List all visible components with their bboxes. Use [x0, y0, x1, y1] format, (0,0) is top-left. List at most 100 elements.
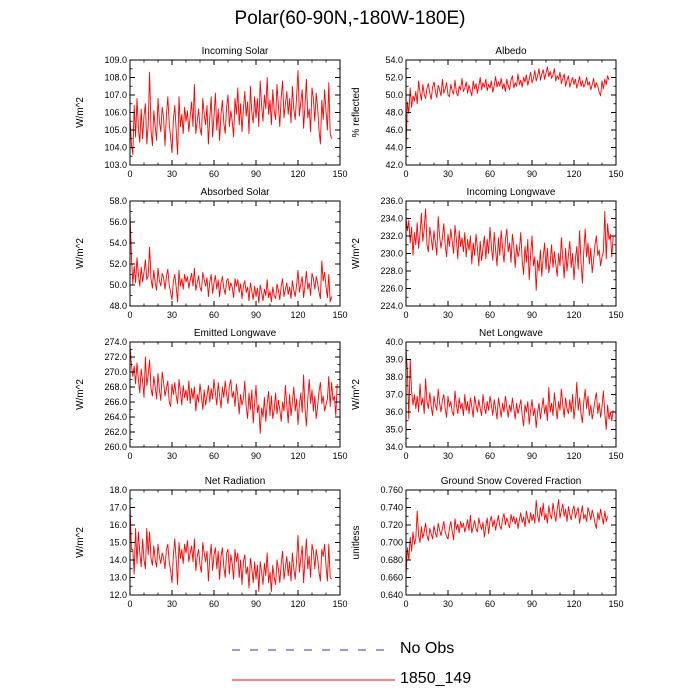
y-tick-label: 35.0: [385, 425, 403, 435]
y-tick-label: 14.0: [109, 555, 127, 565]
y-tick-label: 0.720: [380, 520, 403, 530]
y-tick-label: 106.0: [104, 108, 127, 118]
chart-title: Net Radiation: [205, 476, 266, 487]
y-tick-label: 34.0: [385, 442, 403, 452]
x-tick-label: 120: [566, 599, 581, 609]
y-tick-label: 18.0: [109, 485, 127, 495]
x-tick-label: 0: [127, 310, 132, 320]
x-tick-label: 120: [566, 169, 581, 179]
chart-title: Absorbed Solar: [201, 187, 271, 198]
y-tick-label: 37.0: [385, 390, 403, 400]
y-tick-label: 15.0: [109, 538, 127, 548]
y-tick-label: 0.640: [380, 590, 403, 600]
page-title: Polar(60-90N,-180W-180E): [234, 8, 466, 29]
x-tick-label: 30: [443, 310, 453, 320]
chart-emitted-longwave: Emitted Longwave W/m^2 0 30 60 90 120 150 260.0 2…: [75, 328, 348, 461]
x-tick-label: 150: [332, 169, 347, 179]
x-tick-label: 60: [485, 599, 495, 609]
x-tick-label: 30: [443, 451, 453, 461]
y-tick-label: 234.0: [380, 214, 403, 224]
y-axis-label: W/m^2: [75, 527, 86, 558]
y-tick-label: 109.0: [104, 55, 127, 65]
x-tick-label: 60: [485, 310, 495, 320]
x-tick-label: 30: [443, 599, 453, 609]
y-tick-label: 12.0: [109, 590, 127, 600]
y-tick-label: 260.0: [104, 442, 127, 452]
y-tick-label: 0.700: [380, 538, 403, 548]
plot-frame: [405, 489, 617, 596]
series-line-1850-149: [405, 66, 610, 152]
x-tick-label: 0: [403, 599, 408, 609]
chart-net-longwave: Net Longwave W/m^2 0 30 60 90 120 150 34.0 35.0 36…: [351, 328, 624, 461]
y-axis-label: unitless: [351, 526, 362, 560]
plot-frame: [129, 489, 341, 596]
y-tick-label: 103.0: [104, 160, 127, 170]
y-tick-label: 262.0: [104, 427, 127, 437]
y-tick-label: 270.0: [104, 367, 127, 377]
x-tick-label: 30: [167, 169, 177, 179]
y-tick-label: 54.0: [109, 238, 127, 248]
series-line-1850-149: [405, 499, 609, 577]
x-tick-label: 30: [167, 451, 177, 461]
x-tick-label: 60: [209, 169, 219, 179]
x-tick-label: 150: [608, 451, 623, 461]
plot-frame: [129, 200, 341, 307]
y-tick-label: 107.0: [104, 90, 127, 100]
legend-label-1850-149: 1850_149: [400, 670, 472, 687]
y-axis-label: % reflected: [351, 87, 362, 137]
chart-net-radiation: Net Radiation W/m^2 0 30 60 90 120 150 12.0 13.0 1…: [75, 476, 348, 609]
series-line-1850-149: [129, 344, 338, 434]
chart-albedo: Albedo % reflected 0 30 60 90 120 150 42.0 44.0 46…: [351, 46, 624, 179]
x-tick-label: 0: [403, 451, 408, 461]
y-tick-label: 104.0: [104, 143, 127, 153]
y-axis-label: W/m^2: [75, 97, 86, 128]
y-tick-label: 226.0: [380, 284, 403, 294]
x-tick-label: 60: [209, 310, 219, 320]
y-tick-label: 40.0: [385, 337, 403, 347]
y-tick-label: 105.0: [104, 125, 127, 135]
x-tick-label: 90: [251, 169, 261, 179]
y-axis-label: W/m^2: [75, 379, 86, 410]
legend: [232, 649, 395, 681]
x-tick-label: 150: [608, 310, 623, 320]
y-tick-label: 0.740: [380, 503, 403, 513]
x-tick-label: 90: [527, 451, 537, 461]
y-tick-label: 50.0: [109, 280, 127, 290]
x-tick-label: 120: [290, 599, 305, 609]
series-line-1850-149: [129, 502, 332, 592]
x-tick-label: 30: [167, 310, 177, 320]
x-tick-label: 0: [127, 169, 132, 179]
y-tick-label: 0.680: [380, 555, 403, 565]
x-tick-label: 150: [332, 599, 347, 609]
y-tick-label: 58.0: [109, 196, 127, 206]
y-tick-label: 232.0: [380, 231, 403, 241]
y-tick-label: 44.0: [385, 143, 403, 153]
y-tick-label: 108.0: [104, 73, 127, 83]
y-tick-label: 0.760: [380, 485, 403, 495]
y-tick-label: 264.0: [104, 412, 127, 422]
y-tick-label: 268.0: [104, 382, 127, 392]
x-tick-label: 30: [443, 169, 453, 179]
x-tick-label: 150: [332, 310, 347, 320]
y-tick-label: 50.0: [385, 90, 403, 100]
x-tick-label: 60: [485, 169, 495, 179]
y-tick-label: 38.0: [385, 372, 403, 382]
chart-absorbed-solar: Absorbed Solar W/m^2 0 30 60 90 120 150 48.0 50.0…: [75, 187, 348, 320]
y-tick-label: 36.0: [385, 407, 403, 417]
x-tick-label: 60: [209, 451, 219, 461]
chart-title: Albedo: [495, 46, 527, 57]
chart-title: Incoming Longwave: [467, 187, 556, 198]
y-tick-label: 56.0: [109, 217, 127, 227]
x-tick-label: 150: [608, 169, 623, 179]
chart-title: Ground Snow Covered Fraction: [441, 476, 582, 487]
x-tick-label: 90: [527, 169, 537, 179]
x-tick-label: 120: [566, 310, 581, 320]
x-tick-label: 30: [167, 599, 177, 609]
y-axis-label: W/m^2: [351, 238, 362, 269]
y-tick-label: 54.0: [385, 55, 403, 65]
series-line-1850-149: [405, 208, 614, 291]
x-tick-label: 90: [527, 310, 537, 320]
y-tick-label: 224.0: [380, 301, 403, 311]
series-line-1850-149: [129, 70, 333, 155]
x-tick-label: 150: [608, 599, 623, 609]
